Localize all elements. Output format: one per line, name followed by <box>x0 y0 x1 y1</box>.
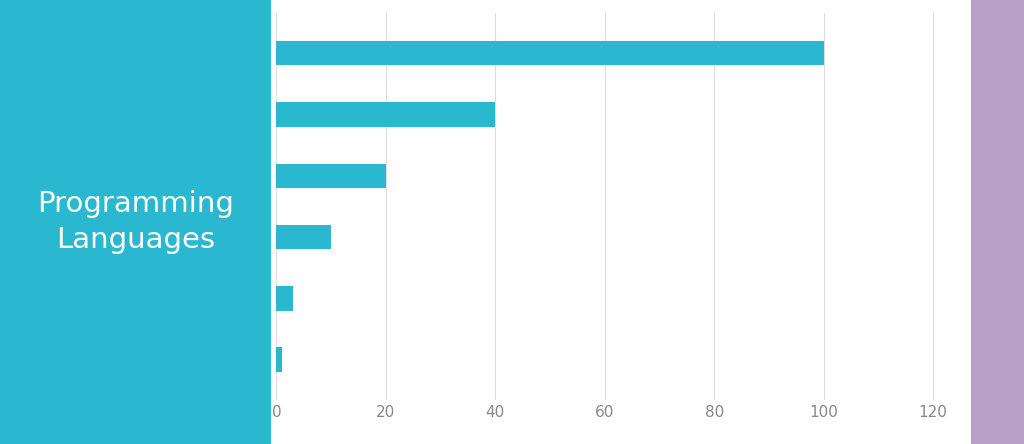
Bar <box>276 102 496 127</box>
Bar <box>276 286 293 311</box>
Bar <box>276 225 331 250</box>
Bar <box>276 41 823 65</box>
Title: Used for Test Automation: Used for Test Automation <box>514 0 723 4</box>
Bar <box>276 163 386 188</box>
Bar <box>276 348 282 372</box>
Text: Programming
Languages: Programming Languages <box>37 190 234 254</box>
